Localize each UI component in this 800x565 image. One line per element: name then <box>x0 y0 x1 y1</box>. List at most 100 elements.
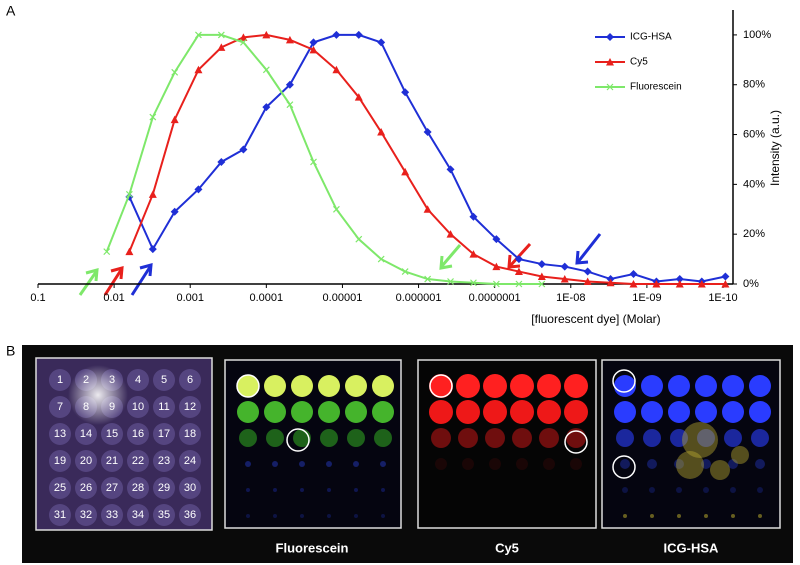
marker <box>583 267 592 276</box>
well <box>299 461 305 467</box>
fluorescein-image <box>224 359 402 529</box>
well <box>75 504 97 526</box>
well <box>537 374 561 398</box>
well <box>326 461 332 467</box>
well-number: 21 <box>106 455 118 467</box>
well <box>75 423 97 445</box>
marker <box>239 33 248 41</box>
series-line <box>105 33 542 285</box>
well <box>543 458 555 470</box>
well <box>75 450 97 472</box>
image-caption: ICG-HSA <box>664 540 720 555</box>
well <box>49 369 71 391</box>
well <box>179 450 201 472</box>
well <box>372 401 394 423</box>
well-number: 10 <box>132 401 144 413</box>
well-number: 20 <box>80 455 92 467</box>
marker <box>514 267 523 276</box>
well <box>695 375 717 397</box>
well <box>246 488 250 492</box>
well-number: 22 <box>132 455 144 467</box>
marker <box>469 212 478 221</box>
marker <box>401 268 409 275</box>
marker <box>606 278 615 287</box>
marker <box>217 31 225 39</box>
marker <box>285 80 294 89</box>
marker <box>447 278 454 285</box>
marker <box>125 247 134 256</box>
well <box>722 375 744 397</box>
well <box>354 514 358 518</box>
well-number: 29 <box>158 482 170 494</box>
well <box>127 396 149 418</box>
well <box>347 429 365 447</box>
well <box>264 401 286 423</box>
well <box>179 369 201 391</box>
marker <box>629 270 638 279</box>
marker <box>721 272 730 281</box>
well <box>755 459 765 469</box>
well <box>703 487 709 493</box>
well <box>179 477 201 499</box>
marker <box>492 262 501 271</box>
well-number: 24 <box>184 455 196 467</box>
well <box>354 488 358 492</box>
well <box>641 375 663 397</box>
well-number: 12 <box>184 401 196 413</box>
well <box>622 487 628 493</box>
well <box>722 401 744 423</box>
marker <box>148 245 157 254</box>
well <box>516 458 528 470</box>
well <box>237 375 259 397</box>
well <box>429 374 453 398</box>
annotation-circle <box>612 369 636 393</box>
marker <box>446 165 455 174</box>
well <box>757 487 763 493</box>
annotation-circle <box>429 374 453 398</box>
well <box>751 429 769 447</box>
marker <box>354 30 363 39</box>
marker <box>423 128 432 137</box>
well-number: 25 <box>54 482 66 494</box>
well <box>49 477 71 499</box>
marker <box>332 205 340 213</box>
well <box>456 400 480 424</box>
well <box>318 401 340 423</box>
marker <box>470 279 477 287</box>
well <box>327 514 331 518</box>
marker <box>492 280 500 288</box>
well-number: 27 <box>106 482 118 494</box>
marker <box>423 205 432 213</box>
speckle <box>676 451 704 479</box>
well <box>345 401 367 423</box>
well <box>668 401 690 423</box>
well <box>264 375 286 397</box>
well <box>510 374 534 398</box>
well <box>649 487 655 493</box>
well-number: 35 <box>158 509 170 521</box>
well-number: 30 <box>184 482 196 494</box>
well <box>127 423 149 445</box>
well <box>266 429 284 447</box>
well <box>300 514 304 518</box>
well <box>512 428 532 448</box>
well <box>49 396 71 418</box>
well-number: 6 <box>187 374 193 386</box>
marker <box>492 235 501 244</box>
well <box>153 369 175 391</box>
well <box>668 375 690 397</box>
marker <box>262 103 271 112</box>
well-number: 5 <box>161 374 167 386</box>
marker <box>239 145 248 154</box>
annotation-circle <box>236 374 260 398</box>
well <box>237 401 259 423</box>
well <box>273 488 277 492</box>
well-number: 31 <box>54 509 66 521</box>
y-tick-label: 80% <box>743 79 765 91</box>
well <box>730 487 736 493</box>
well <box>300 488 304 492</box>
well <box>272 461 278 467</box>
well <box>641 401 663 423</box>
well <box>345 375 367 397</box>
annotation-circle <box>612 455 636 479</box>
